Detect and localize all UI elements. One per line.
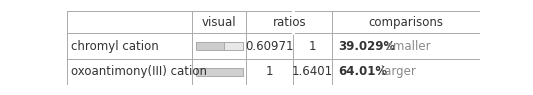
Text: 1.6401: 1.6401 (292, 65, 333, 78)
Text: 0.60971: 0.60971 (245, 40, 294, 53)
Bar (196, 42, 224, 50)
Text: visual: visual (202, 16, 237, 29)
Text: larger: larger (377, 65, 416, 78)
Bar (196, 68, 243, 76)
Text: comparisons: comparisons (369, 16, 443, 29)
Text: 1: 1 (309, 40, 317, 53)
Text: chromyl cation: chromyl cation (71, 40, 159, 53)
Bar (196, 42, 243, 50)
Text: 39.029%: 39.029% (338, 40, 396, 53)
Text: 1: 1 (266, 65, 273, 78)
Text: ratios: ratios (272, 16, 306, 29)
Text: 64.01%: 64.01% (338, 65, 388, 78)
Text: smaller: smaller (383, 40, 431, 53)
Bar (224, 42, 243, 50)
Text: oxoantimony(III) cation: oxoantimony(III) cation (71, 65, 207, 78)
